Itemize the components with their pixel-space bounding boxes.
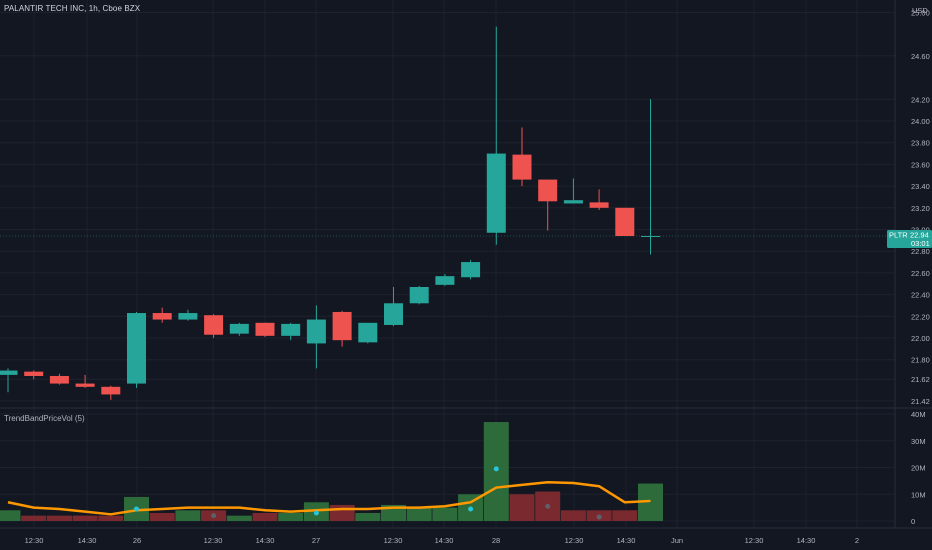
price-tick-label: 22.20 [911, 312, 930, 321]
volume-bar [560, 510, 586, 521]
volume-tick-label: 20M [911, 464, 926, 473]
price-tick-label: 21.62 [911, 375, 930, 384]
volume-bar [226, 515, 252, 521]
candle-body [152, 313, 172, 320]
candle-body [589, 202, 609, 208]
price-tag-bg [887, 230, 932, 249]
volume-tick-label: 30M [911, 437, 926, 446]
candle-body [486, 153, 506, 233]
time-tick-label: 14:30 [256, 536, 275, 545]
volume-tick-label: 10M [911, 490, 926, 499]
volume-bar [406, 507, 432, 521]
candle-body [0, 370, 18, 375]
volume-bar [72, 515, 98, 521]
signal-marker [468, 506, 474, 512]
price-tick-label: 23.80 [911, 139, 930, 148]
time-tick-label: 26 [133, 536, 141, 545]
price-tick-label: 21.80 [911, 356, 930, 365]
candle-body [178, 313, 198, 320]
candle-body [75, 383, 95, 387]
candle-body [281, 323, 301, 336]
price-tick-label: 23.20 [911, 204, 930, 213]
volume-bar [252, 512, 278, 521]
price-tag-ticker: PLTR [889, 231, 908, 240]
price-tick-label: 22.00 [911, 334, 930, 343]
signal-marker [545, 503, 551, 509]
volume-tick-label: 0 [911, 517, 915, 526]
price-tick-label: 23.00 [911, 226, 930, 235]
signal-marker [134, 506, 139, 512]
time-tick-label: 28 [492, 536, 500, 545]
candle-body [384, 303, 403, 325]
time-tick-label: 12:30 [384, 536, 403, 545]
candle-body [24, 371, 44, 376]
time-tick-label: Jun [671, 536, 683, 545]
candle-body [538, 179, 558, 202]
signal-marker [493, 466, 499, 472]
price-tick-label: 22.60 [911, 269, 930, 278]
price-tick-label: 21.42 [911, 397, 930, 406]
candle-body [204, 315, 224, 335]
candle-body [461, 262, 481, 278]
volume-bar [509, 494, 535, 521]
volume-bar [149, 512, 175, 521]
time-tick-label: 14:30 [617, 536, 636, 545]
candle-body [409, 287, 429, 304]
volume-bar [278, 512, 304, 521]
candle-body [615, 207, 635, 237]
candle-body [332, 311, 352, 341]
price-tag-countdown: 03:01 [911, 239, 930, 248]
candle-body [641, 236, 660, 238]
candle-body [512, 154, 532, 180]
symbol-title: PALANTIR TECH INC, 1h, Cboe BZX [4, 4, 141, 13]
time-tick-label: 12:30 [25, 536, 44, 545]
price-tick-label: 24.20 [911, 95, 930, 104]
time-tick-label: 14:30 [435, 536, 454, 545]
time-tick-label: 2 [855, 536, 859, 545]
candle-body [435, 276, 455, 285]
candle-body [255, 322, 275, 336]
price-tick-label: 22.80 [911, 247, 930, 256]
volume-bar [46, 515, 72, 521]
volume-bar [612, 510, 638, 521]
volume-bar [329, 504, 355, 521]
candle-body [306, 319, 326, 344]
candle-body [229, 323, 249, 334]
volume-bar [432, 507, 458, 521]
time-tick-label: 12:30 [745, 536, 764, 545]
volume-bar [21, 515, 47, 521]
volume-bar [175, 510, 201, 521]
price-tick-label: 23.40 [911, 182, 930, 191]
volume-tick-label: 40M [911, 410, 926, 419]
time-tick-label: 12:30 [565, 536, 584, 545]
candle-body [563, 200, 583, 204]
signal-marker [211, 513, 217, 519]
candle-body [101, 386, 121, 395]
indicator-name: TrendBandPriceVol (5) [4, 414, 85, 423]
price-tick-label: 24.00 [911, 117, 930, 126]
time-tick-label: 14:30 [797, 536, 816, 545]
volume-bar [483, 422, 509, 521]
trend-band-line [7, 480, 651, 516]
price-tick-label: 24.60 [911, 52, 930, 61]
price-tick-label: 25.00 [911, 9, 930, 18]
price-tick-label: 22.40 [911, 291, 930, 300]
time-tick-label: 27 [312, 536, 320, 545]
candle-body [49, 375, 69, 384]
price-tick-label: 23.60 [911, 160, 930, 169]
price-tag-value: 22.94 [910, 231, 929, 240]
volume-bar [0, 510, 21, 521]
time-tick-label: 12:30 [204, 536, 223, 545]
signal-marker [313, 510, 319, 516]
volume-bar [98, 515, 124, 521]
signal-marker [596, 514, 602, 520]
time-tick-label: 14:30 [78, 536, 97, 545]
candle-body [358, 322, 378, 343]
volume-bar [355, 512, 381, 521]
currency-label: USD [912, 6, 928, 15]
candle-body [127, 313, 146, 384]
